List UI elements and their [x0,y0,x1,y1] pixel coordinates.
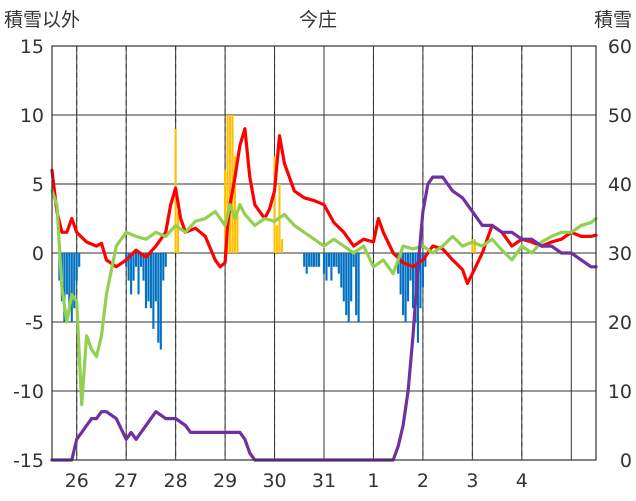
bar [149,253,152,309]
bar [159,253,162,350]
x-tick-label: 29 [213,470,237,492]
y-right-tick-label: 40 [608,174,632,196]
bar [147,253,150,302]
bar [337,253,340,274]
bar [313,253,316,267]
bar [177,211,180,253]
bar [228,115,232,253]
y-left-tick-label: -10 [13,381,44,403]
bar [325,253,328,281]
y-right-tick-label: 50 [608,105,632,127]
bar [73,253,76,309]
tick-labels: -15 -10 -5 0 5 10 15 0 10 20 30 40 50 60 26 27 28 29 30 31 1… [13,36,632,492]
bar [419,253,422,309]
bar [273,156,276,253]
bar [154,253,157,302]
y-left-tick-label: 15 [20,36,44,58]
y-right-tick-label: 30 [608,243,632,265]
bar [127,253,130,281]
bar [340,253,343,288]
series-line-2 [50,189,598,407]
x-tick-label: 28 [164,470,188,492]
bar [322,253,326,274]
bar [162,253,165,281]
bar [226,115,229,253]
bar [421,253,424,288]
bar [330,253,333,281]
x-tick-label: 2 [417,470,429,492]
left-axis-label: 積雪以外 [4,9,80,31]
y-left-tick-label: 0 [32,243,44,265]
y-right-tick-label: 0 [620,450,632,472]
x-tick-label: 27 [114,470,138,492]
bar [280,239,284,253]
right-axis-label: 積雪 [594,9,632,31]
plot-border [51,45,597,461]
bar [471,239,474,253]
bar [75,253,78,281]
x-tick-label: 30 [262,470,286,492]
y-left-tick-label: -5 [25,312,44,334]
bar [424,253,427,267]
y-right-tick-label: 60 [608,36,632,58]
bar [78,253,81,267]
bar [130,253,133,295]
chart-title: 今庄 [299,9,337,31]
bar [332,253,335,267]
bar [70,253,73,322]
bar [335,253,338,267]
y-left-tick-label: 5 [32,174,44,196]
bar [303,253,306,267]
bar [315,253,318,267]
bar [402,253,405,316]
x-tick-label: 1 [367,470,379,492]
bar [407,253,410,302]
bar [236,211,239,253]
bar [132,253,135,281]
x-tick-label: 3 [466,470,478,492]
bar [404,253,407,322]
bar [224,170,227,253]
bar [318,253,321,267]
x-tick-label: 26 [65,470,89,492]
bar [347,253,350,322]
bar [275,225,279,253]
x-tick-label: 31 [312,470,336,492]
bar [355,253,358,316]
bar [345,253,348,316]
bar [473,239,476,253]
y-left-tick-label: -15 [13,450,44,472]
bar [135,253,138,267]
bar [65,253,68,295]
bar [63,253,66,322]
bar [350,253,353,302]
bar [357,253,360,322]
bar [310,253,313,267]
y-right-tick-label: 10 [608,381,632,403]
bar [305,253,308,274]
bar [233,156,237,253]
bar [399,253,402,295]
bar [144,253,148,309]
bar [68,253,71,309]
plot-frame [51,45,597,461]
bar [164,253,167,267]
x-tick-label: 4 [516,470,528,492]
bar [139,253,143,267]
series-line-1 [50,127,598,285]
bar [152,253,155,329]
y-left-tick-label: 10 [20,105,44,127]
bar [327,253,330,267]
bar [137,253,140,295]
bar [308,253,311,267]
bar [342,253,345,302]
bar [416,253,420,343]
bar [157,253,160,343]
bar [411,253,415,309]
y-right-tick-label: 20 [608,312,632,334]
bar [142,253,145,281]
bar [352,253,355,267]
